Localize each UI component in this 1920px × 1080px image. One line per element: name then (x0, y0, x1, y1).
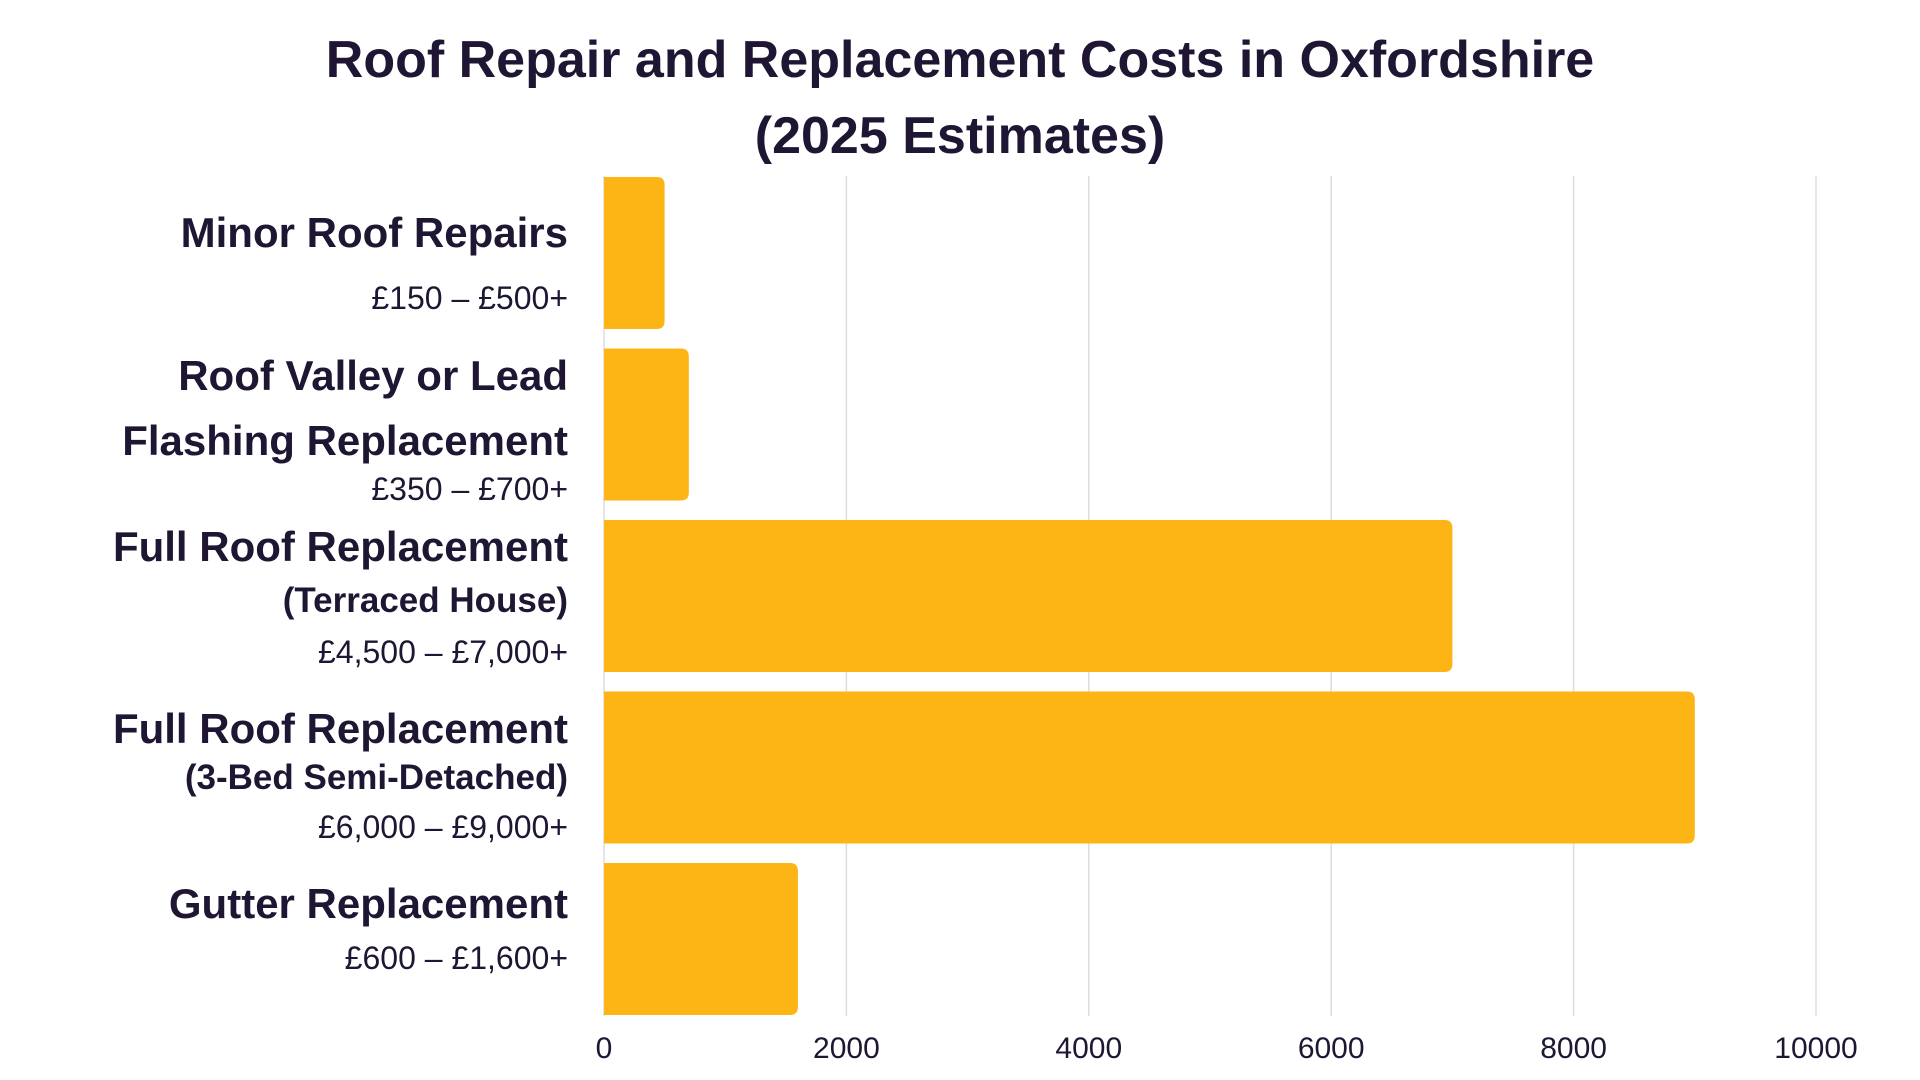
bar (604, 348, 689, 501)
category-label: Roof Valley or Lead Flashing Replacement £… (122, 352, 568, 507)
bar (604, 520, 1453, 672)
bar (604, 863, 798, 1015)
category-label-line: Gutter Replacement (169, 880, 568, 927)
x-tick-label: 0 (596, 1032, 613, 1065)
cost-range-label: £600 – £1,600+ (345, 940, 568, 976)
category-label-line: Full Roof Replacement (113, 523, 568, 570)
category-label-line: Full Roof Replacement (113, 705, 568, 752)
x-tick-label: 4000 (1055, 1032, 1122, 1065)
chart-title-line-2: (2025 Estimates) (754, 107, 1166, 165)
category-label: Full Roof Replacement (Terraced House) £4,… (113, 523, 568, 670)
x-tick-label: 10000 (1774, 1032, 1857, 1065)
category-label: Gutter Replacement £600 – £1,600+ (169, 880, 568, 976)
category-label-line: Minor Roof Repairs (181, 209, 568, 256)
category-label-line: (3-Bed Semi-Detached) (185, 758, 568, 797)
bar (604, 691, 1695, 844)
category-label: Full Roof Replacement (3-Bed Semi-Detache… (113, 705, 568, 845)
category-label: Minor Roof Repairs £150 – £500+ (181, 209, 568, 316)
category-label-line: Roof Valley or Lead (178, 352, 568, 399)
chart-title-line-1: Roof Repair and Replacement Costs in Oxf… (325, 31, 1595, 89)
chart-title: Roof Repair and Replacement Costs in Oxf… (0, 22, 1920, 174)
cost-range-label: £6,000 – £9,000+ (318, 809, 568, 845)
x-tick-label: 6000 (1298, 1032, 1365, 1065)
category-label-line: (Terraced House) (283, 581, 568, 620)
cost-range-label: £350 – £700+ (371, 471, 568, 507)
x-axis-ticks: 0 2000 4000 6000 8000 10000 (596, 1032, 1858, 1065)
bar (604, 177, 665, 329)
x-tick-label: 8000 (1540, 1032, 1607, 1065)
cost-range-label: £150 – £500+ (371, 280, 568, 316)
category-label-line: Flashing Replacement (122, 417, 568, 464)
cost-range-label: £4,500 – £7,000+ (318, 634, 568, 670)
category-labels: Minor Roof Repairs £150 – £500+ Roof Valle… (113, 209, 568, 976)
x-tick-label: 2000 (813, 1032, 880, 1065)
bars (604, 177, 1695, 1015)
